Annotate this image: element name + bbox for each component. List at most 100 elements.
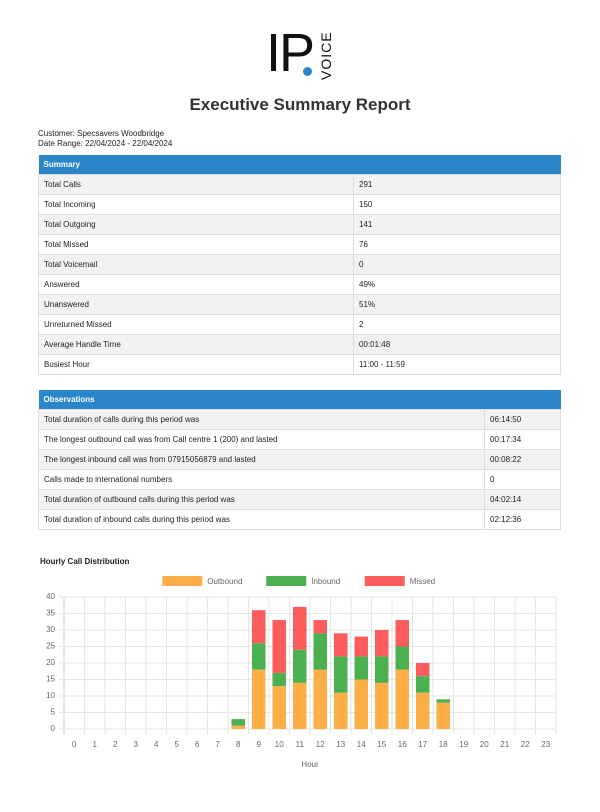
x-tick-label: 4 (154, 740, 159, 749)
x-axis-title: Hour (301, 760, 319, 769)
bar (395, 669, 410, 729)
bar (292, 682, 307, 729)
bar (354, 656, 369, 680)
bar (415, 692, 430, 729)
y-tick-label: 5 (51, 708, 56, 717)
x-tick-label: 20 (480, 740, 489, 749)
bar (374, 630, 389, 657)
customer: Customer: Specsavers Woodbridge (38, 129, 165, 138)
x-tick-label: 8 (236, 740, 241, 749)
x-tick-label: 9 (257, 740, 262, 749)
row-value: 141 (353, 214, 561, 235)
y-tick-label: 25 (46, 642, 55, 651)
bar (231, 725, 246, 729)
table-header-row: Summary (38, 155, 561, 175)
y-tick-label: 10 (46, 691, 55, 700)
bar (313, 620, 328, 634)
bar (272, 686, 287, 729)
bar (333, 633, 348, 657)
bar (436, 699, 451, 703)
row-value: 00:01:48 (353, 334, 561, 355)
x-tick-label: 19 (459, 740, 468, 749)
x-tick-label: 18 (439, 740, 448, 749)
table-row: Answered 49% (38, 274, 561, 295)
row-value: 291 (353, 174, 561, 195)
table-row: Total Missed 76 (38, 234, 561, 255)
table-row: Total Outgoing 141 (38, 214, 561, 235)
observations-table: Observations Total duration of calls duri… (38, 390, 561, 530)
legend-swatch (364, 576, 405, 586)
legend-label: Missed (410, 577, 435, 586)
bar (251, 669, 266, 729)
legend-label: Inbound (311, 577, 340, 586)
bar (354, 636, 369, 657)
bar (333, 656, 348, 693)
bar (415, 676, 430, 693)
y-tick-label: 0 (51, 724, 56, 733)
bar (395, 620, 410, 647)
table-row: Unreturned Missed 2 (38, 314, 561, 335)
table-row: Total Voicemail 0 (38, 254, 561, 275)
row-label: Total Voicemail (38, 254, 354, 275)
x-tick-label: 0 (72, 740, 77, 749)
bar (292, 606, 307, 650)
chart-title: Hourly Call Distribution (40, 557, 129, 566)
x-tick-label: 3 (134, 740, 139, 749)
table-row: Total duration of inbound calls during t… (38, 509, 561, 530)
x-tick-label: 12 (316, 740, 325, 749)
row-value: 0 (353, 254, 561, 275)
row-label: Total duration of inbound calls during t… (38, 509, 485, 530)
report-title: Executive Summary Report (189, 95, 411, 114)
x-tick-label: 22 (521, 740, 530, 749)
table-row: The longest outbound call was from Call … (38, 429, 561, 450)
bar (313, 669, 328, 729)
x-tick-label: 2 (113, 740, 118, 749)
legend-swatch (162, 576, 203, 586)
x-tick-label: 11 (296, 740, 305, 749)
row-value: 51% (353, 294, 561, 315)
y-tick-label: 20 (46, 658, 55, 667)
table-row: Total duration of outbound calls during … (38, 489, 561, 510)
bar (415, 663, 430, 677)
bar (374, 656, 389, 683)
x-tick-label: 17 (418, 740, 427, 749)
x-tick-label: 5 (175, 740, 180, 749)
y-tick-label: 40 (46, 592, 55, 601)
y-tick-label: 35 (46, 609, 55, 618)
bar (333, 692, 348, 729)
table-row: Busiest Hour 11:00 - 11:59 (38, 354, 561, 375)
table-header-row: Observations (38, 390, 561, 410)
x-tick-label: 10 (275, 740, 284, 749)
y-tick-label: 30 (46, 625, 55, 634)
legend-label: Outbound (207, 577, 242, 586)
row-value: 02:12:36 (484, 509, 561, 530)
row-value: 00:08:22 (484, 449, 561, 470)
x-tick-label: 21 (500, 740, 509, 749)
bar (272, 620, 287, 673)
bar (354, 679, 369, 729)
logo-dot (303, 67, 312, 76)
bar (251, 643, 266, 670)
x-tick-label: 15 (377, 740, 386, 749)
table-row: Calls made to international numbers 0 (38, 469, 561, 490)
bar (292, 649, 307, 683)
bar (231, 719, 246, 726)
y-tick-label: 15 (46, 675, 55, 684)
row-label: Total duration of outbound calls during … (38, 489, 485, 510)
table-header: Observations (38, 390, 561, 410)
table-header: Summary (38, 155, 561, 175)
legend-swatch (266, 576, 307, 586)
bar (272, 672, 287, 687)
summary-table: Summary Total Calls 291 Total Incoming 150 To… (38, 155, 561, 375)
bar (436, 702, 451, 729)
bar (251, 610, 266, 644)
x-tick-label: 16 (398, 740, 407, 749)
row-value: 11:00 - 11:59 (353, 354, 561, 375)
x-tick-label: 14 (357, 740, 366, 749)
row-label: Total Outgoing (38, 214, 354, 235)
x-tick-label: 13 (336, 740, 345, 749)
x-tick-label: 7 (216, 740, 221, 749)
bar (313, 633, 328, 670)
